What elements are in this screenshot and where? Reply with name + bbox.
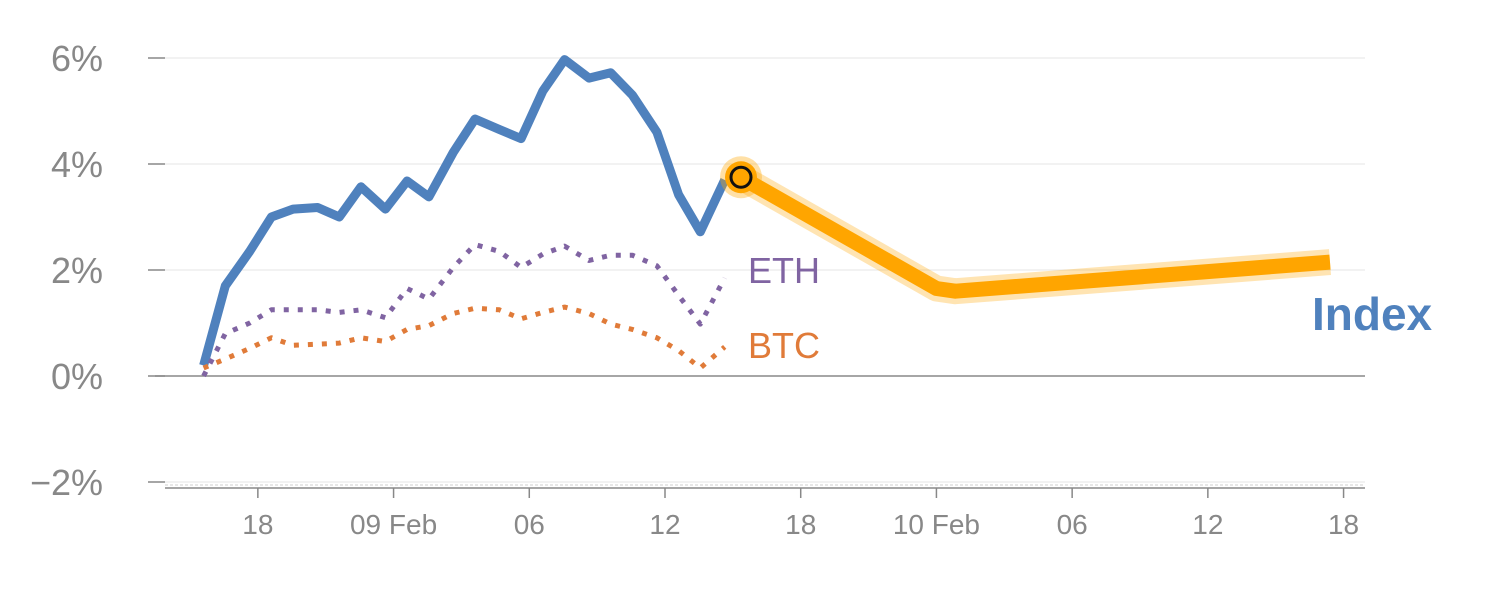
x-tick-label: 06 <box>1057 509 1088 540</box>
x-tick-label: 12 <box>1192 509 1223 540</box>
x-axis: 18 09 Feb 06 12 18 10 Feb 06 12 18 <box>165 484 1365 540</box>
index-series-label: Index <box>1312 288 1433 340</box>
x-tick-label: 18 <box>242 509 273 540</box>
projection-line <box>720 156 1332 305</box>
x-tick-label: 12 <box>649 509 680 540</box>
series-lines <box>199 55 729 378</box>
x-tick-label: 06 <box>514 509 545 540</box>
y-axis-tick-labels: 6% 4% 2% 0% −2% <box>30 38 103 503</box>
x-tick-label: 18 <box>1328 509 1359 540</box>
eth-series-label: ETH <box>748 250 820 291</box>
x-tick-label: 10 Feb <box>893 509 980 540</box>
gridlines <box>148 57 1365 483</box>
eth-line <box>201 242 727 378</box>
btc-line <box>202 304 727 371</box>
x-tick-label: 18 <box>785 509 816 540</box>
x-tick-label: 09 Feb <box>350 509 437 540</box>
y-tick-label: −2% <box>30 462 103 503</box>
index-line <box>199 55 729 367</box>
y-tick-label: 0% <box>51 356 103 397</box>
current-value-marker <box>729 165 753 189</box>
projection-line-core <box>737 170 1331 299</box>
y-tick-label: 4% <box>51 144 103 185</box>
y-tick-label: 6% <box>51 38 103 79</box>
y-tick-label: 2% <box>51 250 103 291</box>
btc-series-label: BTC <box>748 325 820 366</box>
series-labels: ETH BTC Index <box>748 250 1433 366</box>
